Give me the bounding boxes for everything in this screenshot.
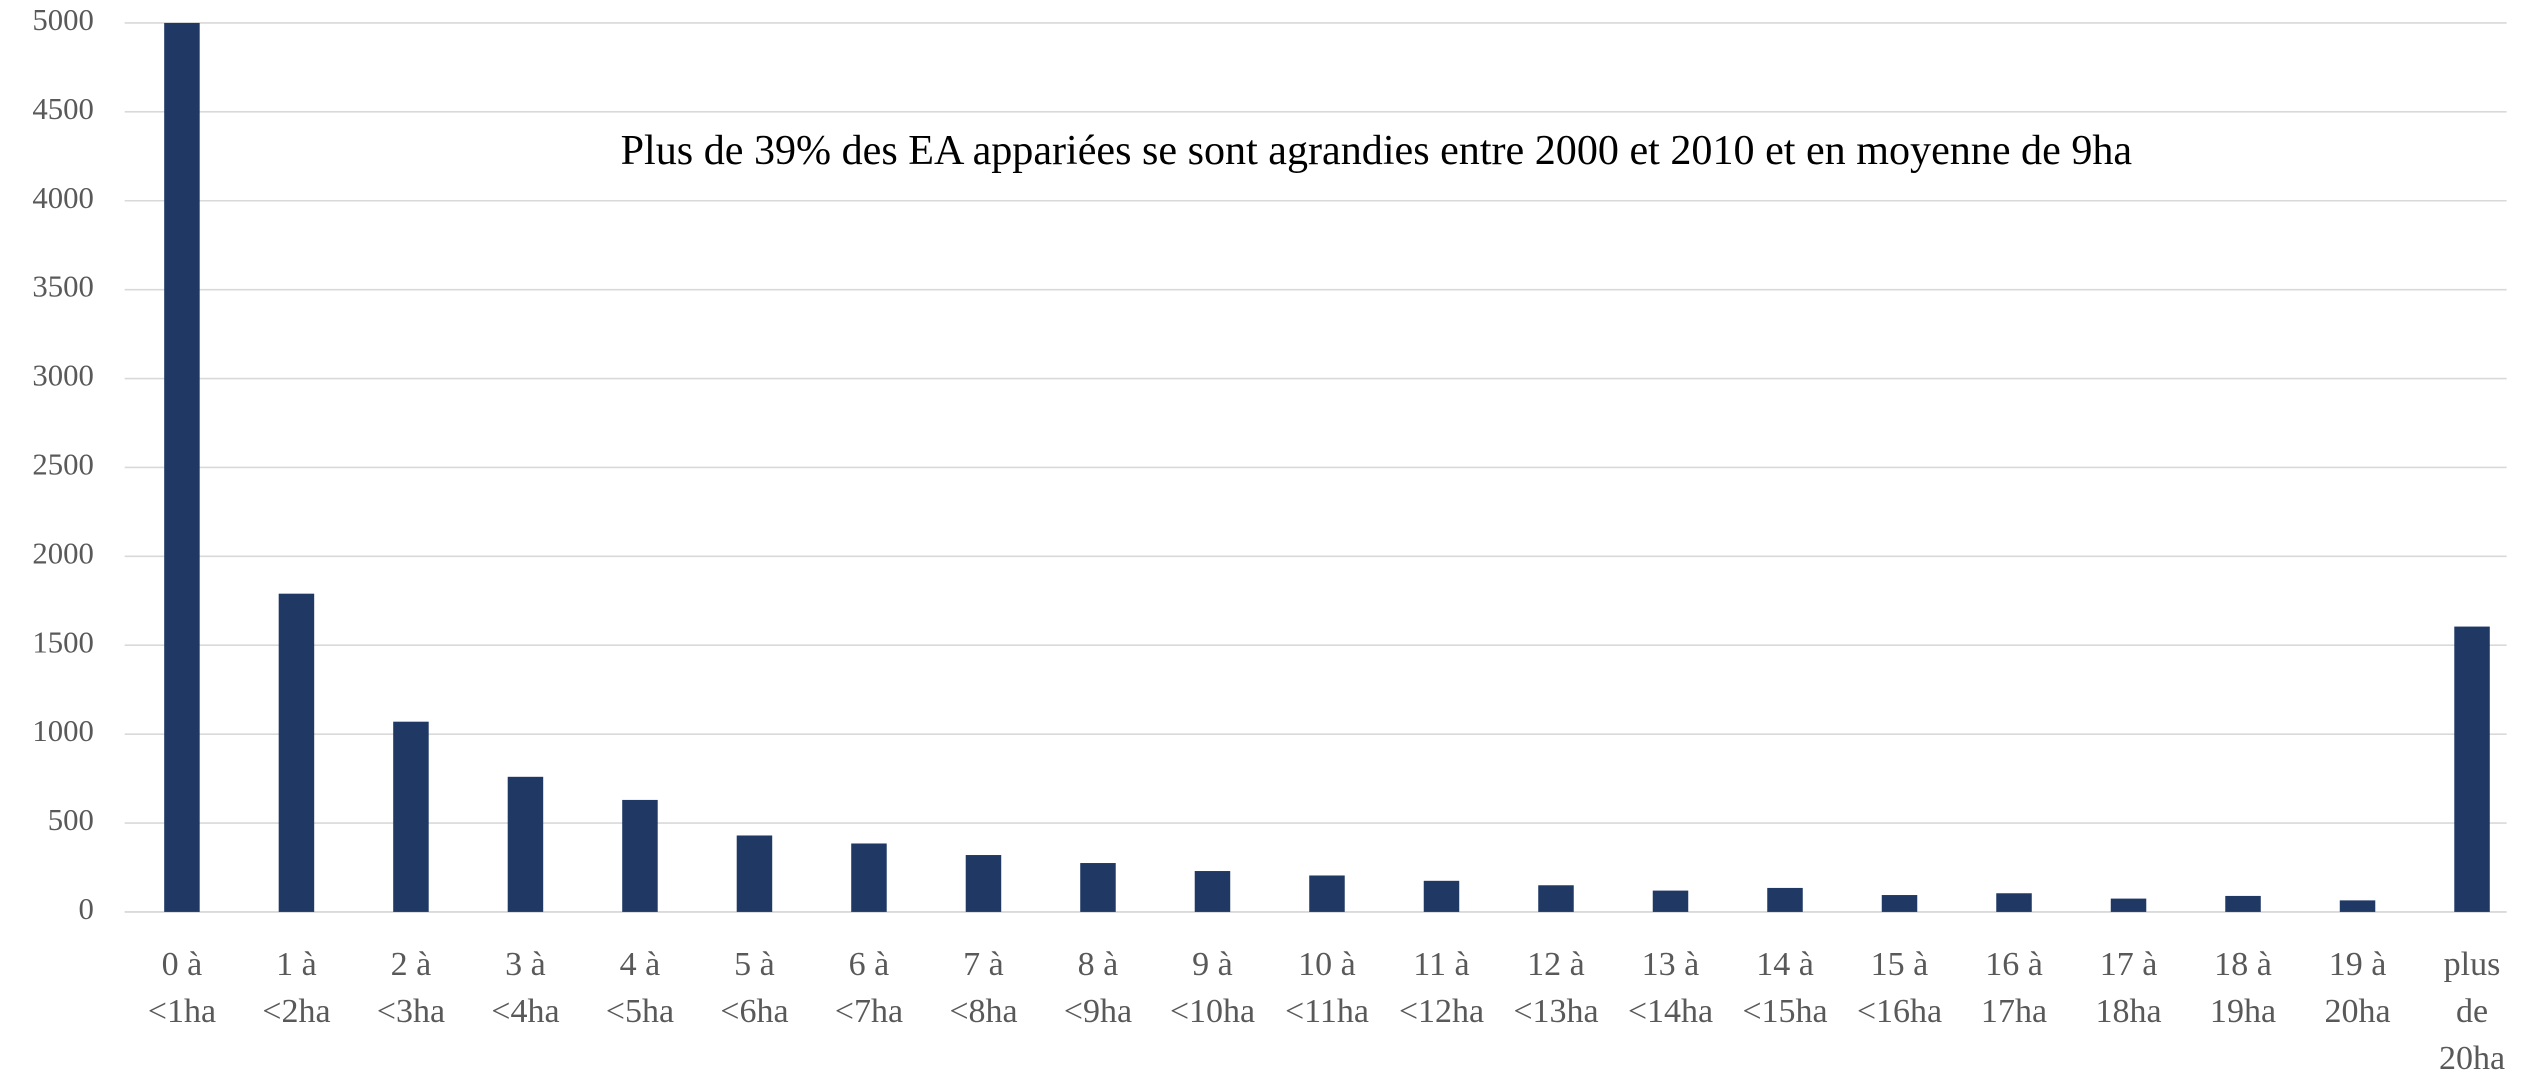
bar — [1996, 893, 2032, 912]
bar — [1309, 875, 1345, 912]
x-tick-label: 5 à <6ha — [720, 944, 789, 1031]
y-tick-label: 4500 — [32, 92, 94, 126]
y-tick-label: 1500 — [32, 625, 94, 659]
x-tick-label-box: 8 à <9ha — [1063, 944, 1133, 1031]
x-tick-label: 8 à <9ha — [1063, 944, 1133, 1031]
x-tick-label: 11 à <12ha — [1398, 944, 1485, 1031]
x-tick-label-box: 12 à <13ha — [1513, 944, 1599, 1031]
x-tick-label: 9 à <10ha — [1169, 944, 1256, 1031]
bar — [1652, 890, 1689, 912]
bar — [2110, 898, 2147, 912]
annotation: Plus de 39% des EA appariées se sont agr… — [621, 127, 2133, 174]
bar — [1767, 887, 1803, 912]
x-tick-label: plus de 20ha — [2438, 944, 2506, 1078]
x-tick-label-box: 4 à <5ha — [605, 944, 675, 1031]
x-tick-label-box: 14 à <15ha — [1742, 944, 1828, 1031]
x-tick-label: 16 à 17ha — [1980, 944, 2048, 1031]
x-tick-label: 0 à <1ha — [147, 944, 217, 1031]
x-tick-label-box: 7 à <8ha — [949, 944, 1018, 1031]
y-tick-label: 2000 — [32, 536, 94, 570]
bar — [2225, 895, 2261, 912]
y-tick-label: 4000 — [32, 181, 94, 215]
x-tick-label: 2 à <3ha — [376, 944, 446, 1031]
x-tick-label-box: 19 à 20ha — [2324, 944, 2391, 1031]
bar — [851, 843, 887, 912]
x-tick-label-box: 0 à <1ha — [147, 944, 217, 1031]
bar — [507, 776, 544, 912]
bar — [965, 855, 1002, 912]
bar — [278, 593, 315, 912]
x-tick-label: 13 à <14ha — [1627, 944, 1714, 1031]
x-tick-label-box: 13 à <14ha — [1627, 944, 1714, 1031]
bar — [393, 721, 429, 912]
bar — [164, 22, 200, 912]
x-tick-label-box: 11 à <12ha — [1398, 944, 1485, 1031]
x-tick-label: 6 à <7ha — [834, 944, 904, 1031]
x-tick-label-box: 2 à <3ha — [376, 944, 446, 1031]
x-tick-label: 10 à <11ha — [1284, 944, 1369, 1031]
x-tick-label-box: 5 à <6ha — [720, 944, 789, 1031]
x-tick-label: 17 à 18ha — [2095, 944, 2162, 1031]
bar — [1423, 880, 1460, 912]
x-tick-label-box: plus de 20ha — [2438, 944, 2506, 1078]
x-tick-label-box: 3 à <4ha — [491, 944, 560, 1031]
y-tick-label: 500 — [48, 803, 94, 837]
x-tick-label: 15 à <16ha — [1856, 944, 1943, 1031]
x-tick-label-box: 9 à <10ha — [1169, 944, 1256, 1031]
y-tick-label: 3000 — [32, 359, 94, 393]
x-tick-label-box: 10 à <11ha — [1284, 944, 1369, 1031]
bar — [1881, 895, 1918, 912]
y-tick-label: 1000 — [32, 714, 94, 748]
x-tick-label: 1 à <2ha — [262, 944, 331, 1031]
x-tick-label-box: 18 à 19ha — [2209, 944, 2277, 1031]
x-tick-label-box: 16 à 17ha — [1980, 944, 2048, 1031]
bar — [1538, 885, 1574, 912]
x-tick-label: 12 à <13ha — [1513, 944, 1599, 1031]
bar — [736, 835, 773, 912]
y-tick-label: 3500 — [32, 270, 94, 304]
y-tick-label: 2500 — [32, 448, 94, 482]
bar — [2339, 900, 2376, 912]
x-tick-label-box: 1 à <2ha — [262, 944, 331, 1031]
y-tick-label: 5000 — [32, 3, 94, 37]
bar — [622, 799, 658, 912]
y-tick-label: 0 — [79, 892, 94, 926]
x-tick-label: 14 à <15ha — [1742, 944, 1828, 1031]
x-tick-label: 19 à 20ha — [2324, 944, 2391, 1031]
bar — [1080, 863, 1116, 912]
x-tick-label-box: 15 à <16ha — [1856, 944, 1943, 1031]
bar — [2454, 626, 2490, 912]
x-tick-label-box: 6 à <7ha — [834, 944, 904, 1031]
x-tick-label: 3 à <4ha — [491, 944, 560, 1031]
bar — [1194, 871, 1231, 912]
x-tick-label: 18 à 19ha — [2209, 944, 2277, 1031]
x-tick-label: 7 à <8ha — [949, 944, 1018, 1031]
x-tick-label-box: 17 à 18ha — [2095, 944, 2162, 1031]
x-tick-label: 4 à <5ha — [605, 944, 675, 1031]
